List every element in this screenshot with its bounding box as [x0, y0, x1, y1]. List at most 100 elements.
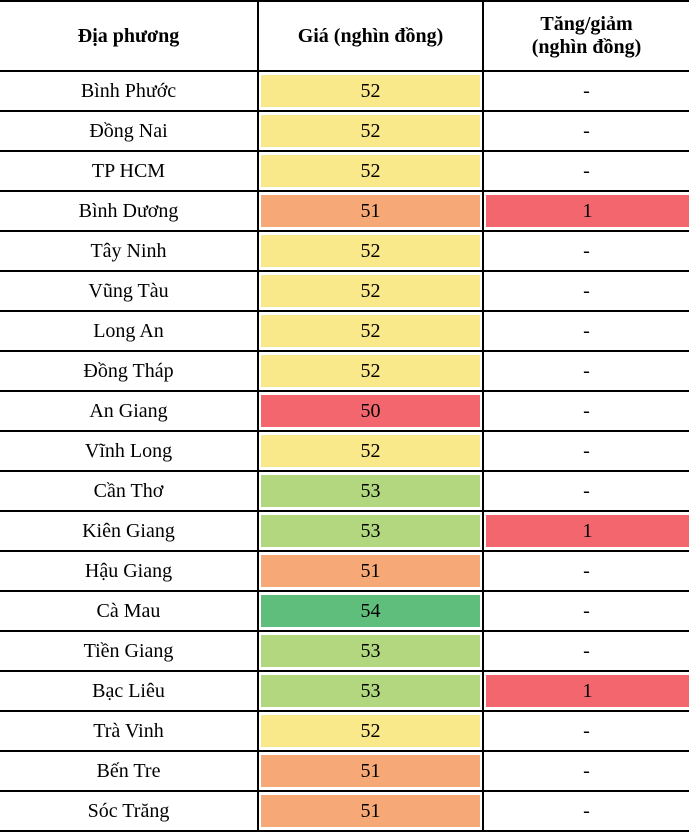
change-value: -	[583, 480, 590, 502]
price-value: 53	[261, 675, 480, 707]
cell-change: 1	[482, 670, 689, 712]
locality-label: Tây Ninh	[90, 240, 167, 262]
locality-label: Vũng Tàu	[88, 280, 169, 302]
change-value: -	[583, 240, 590, 262]
change-value: -	[583, 80, 590, 102]
change-value: 1	[486, 195, 689, 227]
table-row: Kiên Giang 53 1	[0, 510, 689, 552]
cell-change: 1	[482, 190, 689, 232]
cell-change: -	[482, 150, 689, 192]
table-row: Bến Tre 51 -	[0, 750, 689, 792]
column-header-locality: Địa phương	[0, 0, 259, 72]
table-header: Địa phương Giá (nghìn đồng) Tăng/giảm (n…	[0, 0, 689, 72]
cell-price: 53	[257, 670, 484, 712]
table-row: Sóc Trăng 51-	[0, 790, 689, 832]
table-row: Đồng Nai 52 -	[0, 110, 689, 152]
change-value: -	[583, 720, 590, 742]
table-row: TP HCM 52 -	[0, 150, 689, 192]
cell-change: -	[482, 70, 689, 112]
cell-change: 1	[482, 510, 689, 552]
cell-change: -	[482, 710, 689, 752]
cell-price: 51	[257, 550, 484, 592]
cell-price: 51	[257, 190, 484, 232]
cell-locality: Long An	[0, 310, 259, 352]
locality-label: Bến Tre	[96, 760, 161, 782]
cell-price: 53	[257, 510, 484, 552]
price-value: 53	[261, 515, 480, 547]
locality-label: Sóc Trăng	[87, 800, 170, 822]
locality-label: Cần Thơ	[93, 480, 164, 502]
change-value: -	[583, 760, 590, 782]
table-row: Trà Vinh 52 -	[0, 710, 689, 752]
change-value: -	[583, 120, 590, 142]
table-row: Vũng Tàu 52 -	[0, 270, 689, 312]
cell-change: -	[482, 390, 689, 432]
table-body: Bình Phước 52 - Đồng Nai 52 - TP HCM 52 - Bình Dư…	[0, 70, 689, 832]
cell-locality: Tây Ninh	[0, 230, 259, 272]
price-value: 52	[261, 75, 480, 107]
cell-price: 52	[257, 270, 484, 312]
cell-price: 53	[257, 470, 484, 512]
table-row: Đồng Tháp 52 -	[0, 350, 689, 392]
column-header-change-label-line2: (nghìn đồng)	[531, 36, 642, 58]
cell-locality: Vũng Tàu	[0, 270, 259, 312]
change-value: -	[583, 160, 590, 182]
column-header-change: Tăng/giảm (nghìn đồng)	[482, 0, 689, 72]
locality-label: Tiền Giang	[83, 640, 174, 662]
cell-change: -	[482, 230, 689, 272]
price-value: 51	[261, 195, 480, 227]
change-value: 1	[486, 515, 689, 547]
locality-label: Bình Dương	[78, 200, 179, 222]
locality-label: An Giang	[89, 400, 168, 422]
cell-locality: Bến Tre	[0, 750, 259, 792]
cell-change: -	[482, 270, 689, 312]
table-row: Bình Phước 52 -	[0, 70, 689, 112]
table-row: Cà Mau 54 -	[0, 590, 689, 632]
table-row: Long An 52 -	[0, 310, 689, 352]
cell-change: -	[482, 350, 689, 392]
cell-price: 52	[257, 110, 484, 152]
change-value: -	[583, 360, 590, 382]
column-header-price-label: Giá (nghìn đồng)	[297, 24, 444, 47]
locality-label: Đồng Tháp	[83, 360, 174, 382]
price-value: 50	[261, 395, 480, 427]
price-value: 54	[261, 595, 480, 627]
locality-label: Vĩnh Long	[84, 440, 173, 462]
cell-locality: Bạc Liêu	[0, 670, 259, 712]
cell-locality: Cần Thơ	[0, 470, 259, 512]
price-value: 52	[261, 715, 480, 747]
locality-label: Bạc Liêu	[92, 680, 165, 702]
cell-locality: Đồng Nai	[0, 110, 259, 152]
cell-locality: Cà Mau	[0, 590, 259, 632]
table-row: Vĩnh Long 52 -	[0, 430, 689, 472]
change-value: -	[583, 440, 590, 462]
column-header-locality-label: Địa phương	[77, 24, 180, 47]
price-value: 52	[261, 155, 480, 187]
cell-change: -	[482, 470, 689, 512]
cell-change: -	[482, 750, 689, 792]
cell-price: 52	[257, 230, 484, 272]
price-value: 52	[261, 435, 480, 467]
cell-price: 50	[257, 390, 484, 432]
cell-change: -	[482, 310, 689, 352]
locality-label: Long An	[93, 320, 164, 342]
locality-label: Kiên Giang	[82, 520, 175, 542]
table-row: Tây Ninh 52 -	[0, 230, 689, 272]
price-value: 53	[261, 475, 480, 507]
cell-change: -	[482, 590, 689, 632]
change-value: -	[583, 560, 590, 582]
cell-change: -	[482, 430, 689, 472]
cell-locality: Bình Phước	[0, 70, 259, 112]
cell-price: 52	[257, 70, 484, 112]
price-value: 51	[261, 555, 480, 587]
table-row: Cần Thơ 53 -	[0, 470, 689, 512]
locality-label: Hậu Giang	[84, 560, 173, 582]
locality-label: Cà Mau	[96, 600, 161, 622]
price-value: 52	[261, 355, 480, 387]
cell-price: 52	[257, 710, 484, 752]
cell-locality: Sóc Trăng	[0, 790, 259, 832]
cell-locality: Bình Dương	[0, 190, 259, 232]
price-value: 52	[261, 115, 480, 147]
cell-price: 54	[257, 590, 484, 632]
